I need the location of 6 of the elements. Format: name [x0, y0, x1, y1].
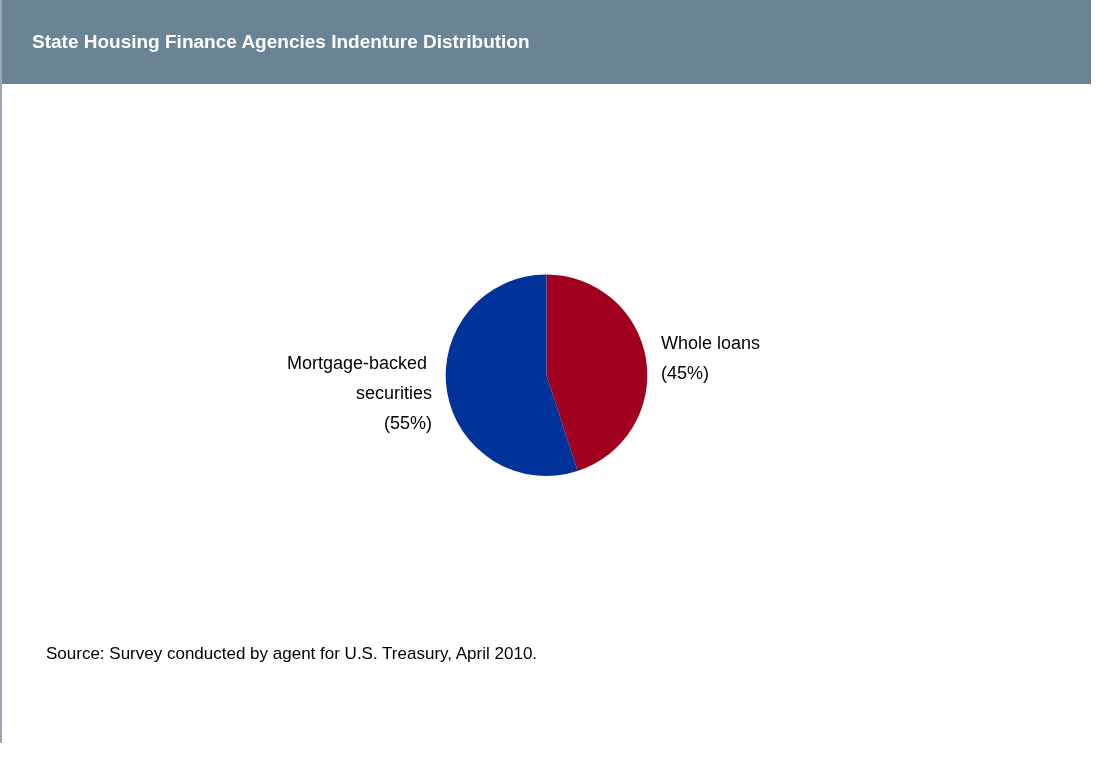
data-label: (55%) [384, 412, 433, 433]
chart-title: State Housing Finance Agencies Indenture Distribution [32, 31, 530, 53]
slice-label: Whole loans [660, 332, 760, 353]
source-note: Source: Survey conducted by agent for U.S. Treasury, April 2010. [46, 644, 539, 664]
slice-label: Mortgage-backed securities [286, 352, 433, 403]
data-label: (45%) [660, 362, 709, 383]
